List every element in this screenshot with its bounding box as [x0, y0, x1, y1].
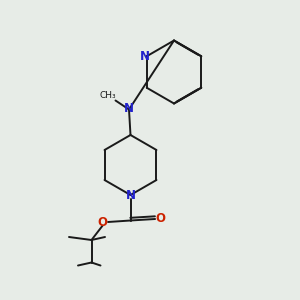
Text: CH₃: CH₃ [99, 91, 116, 100]
Text: N: N [140, 50, 150, 63]
Text: O: O [98, 216, 108, 229]
Text: N: N [125, 189, 136, 202]
Text: O: O [155, 212, 166, 225]
Text: N: N [124, 102, 134, 116]
